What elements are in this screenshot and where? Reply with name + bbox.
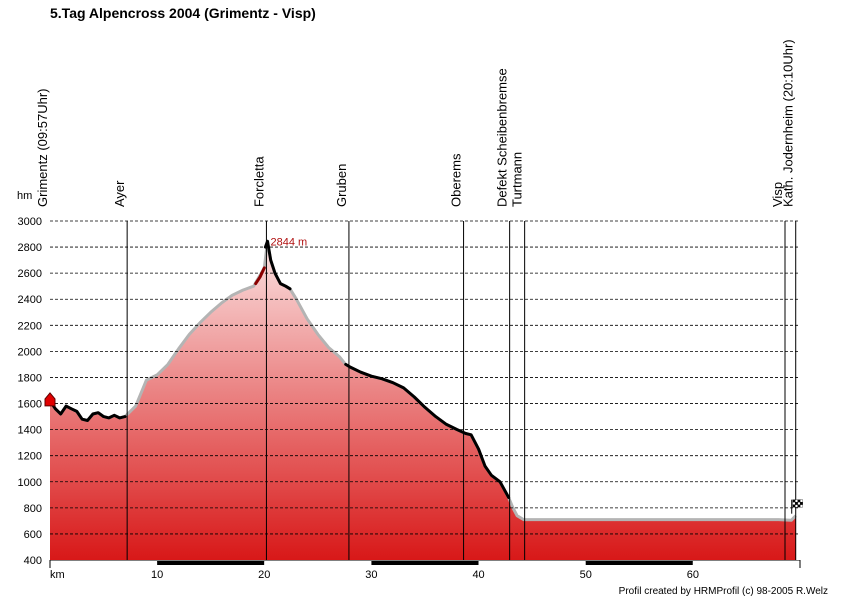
waypoint-label: Visp: [770, 182, 785, 207]
finish-flag-square: [800, 502, 803, 505]
elevation-area: [50, 241, 796, 560]
waypoint-label: Kath. Jodernheim (20:10Uhr): [781, 39, 796, 207]
y-tick-label: 1600: [18, 399, 42, 411]
y-tick-label: 1400: [18, 425, 42, 437]
y-tick-label: 2200: [18, 320, 42, 332]
start-marker-icon: [44, 392, 56, 407]
km-scale-segment: [264, 561, 372, 565]
waypoint-label: Oberems: [449, 153, 464, 207]
km-scale-segment: [157, 561, 265, 565]
chart-title: 5.Tag Alpencross 2004 (Grimentz - Visp): [50, 5, 316, 21]
finish-flag-square: [792, 504, 796, 508]
y-tick-label: 1800: [18, 372, 42, 384]
x-tick-label: 60: [687, 569, 699, 581]
waypoint-label: Grimentz (09:57Uhr): [35, 89, 50, 207]
finish-flag-icon: [791, 499, 803, 514]
y-tick-label: 1000: [18, 477, 42, 489]
finish-flag-square: [795, 504, 798, 508]
y-tick-label: 600: [24, 529, 42, 541]
waypoint-label: Gruben: [334, 164, 349, 207]
km-scale-segment: [478, 561, 586, 565]
peak-annotation: 2844 m: [271, 236, 308, 248]
km-scale-segment: [50, 561, 158, 565]
x-tick-label: 20: [258, 569, 270, 581]
y-tick-label: 3000: [18, 216, 42, 228]
finish-flag-square: [795, 502, 798, 505]
y-tick-label: 2000: [18, 346, 42, 358]
tracked-segment: [344, 362, 511, 499]
finish-flag-square: [792, 499, 796, 503]
waypoint-label: Turtmann: [510, 152, 525, 207]
finish-flag-square: [795, 499, 798, 503]
y-tick-label: 2800: [18, 242, 42, 254]
km-scale-segment: [371, 561, 479, 565]
y-tick-label: 400: [24, 555, 42, 567]
x-tick-label: 50: [580, 569, 592, 581]
finish-flag-square: [800, 499, 803, 503]
finish-flag-square: [792, 502, 796, 505]
x-axis-label: km: [50, 569, 65, 581]
km-scale-segment: [692, 561, 800, 565]
tracked-segment: [254, 266, 266, 286]
finish-flag-square: [797, 499, 801, 503]
km-scale-segment: [585, 561, 693, 565]
waypoint-label: Ayer: [112, 180, 127, 207]
x-tick-label: 40: [472, 569, 484, 581]
finish-flag-square: [797, 502, 801, 505]
x-tick-label: 30: [365, 569, 377, 581]
footer-credit: Profil created by HRMProfil (c) 98-2005 …: [618, 586, 828, 597]
waypoint-label: Defekt Scheibenbremse: [495, 68, 510, 207]
tracked-segment: [263, 239, 292, 291]
tracked-segment: [48, 399, 127, 422]
waypoint-label: Forcletta: [251, 156, 266, 207]
finish-flag-square: [797, 504, 801, 508]
y-tick-label: 2600: [18, 268, 42, 280]
y-tick-label: 1200: [18, 451, 42, 463]
y-tick-label: 800: [24, 503, 42, 515]
finish-flag-square: [800, 504, 803, 508]
y-axis-label: hm: [17, 190, 32, 202]
x-tick-label: 10: [151, 569, 163, 581]
y-tick-label: 2400: [18, 294, 42, 306]
